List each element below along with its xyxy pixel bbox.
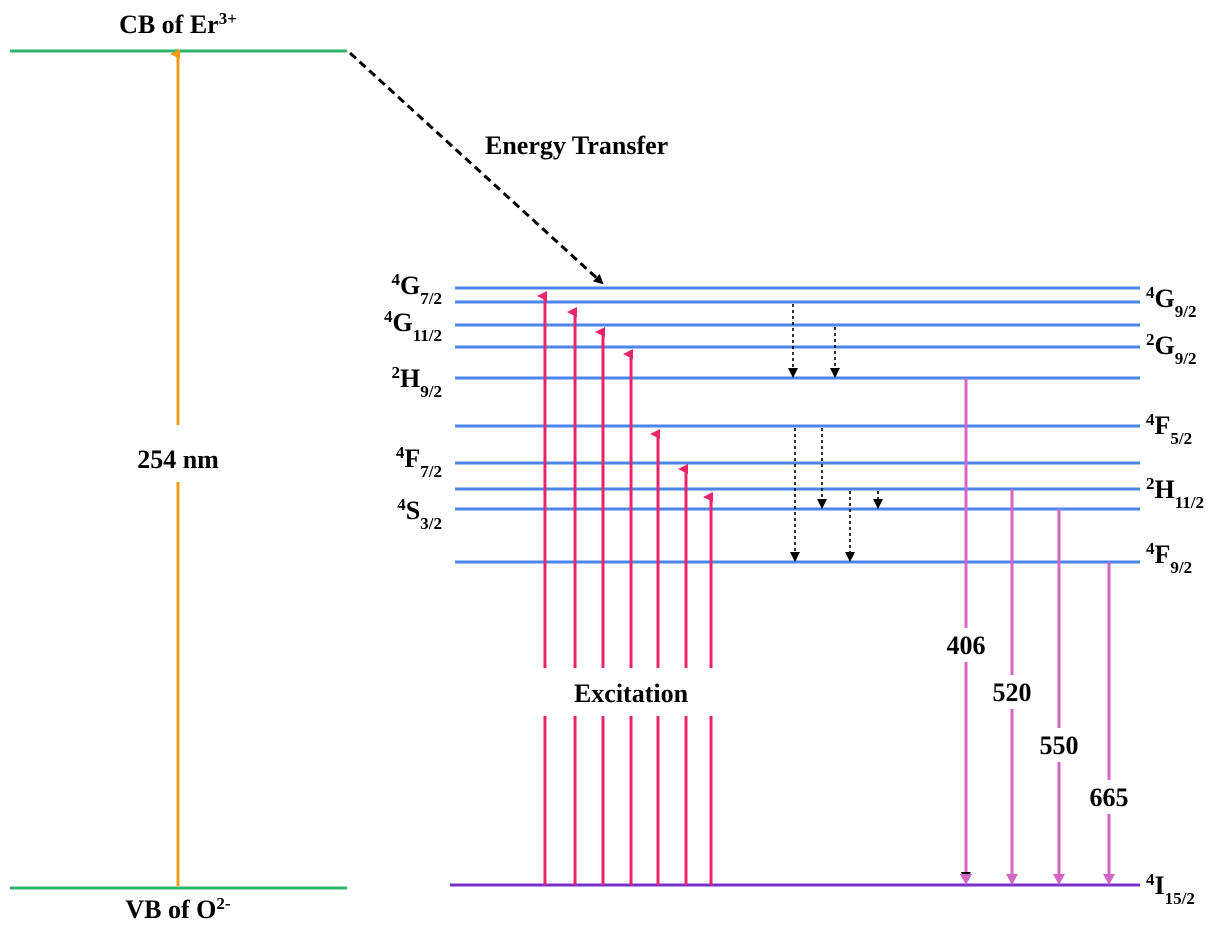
j-value: 9/2	[1170, 558, 1192, 577]
level-label: 2G9/2	[1146, 330, 1196, 368]
level-label: 4G11/2	[384, 307, 442, 345]
levels	[450, 286, 1140, 887]
level-label: 4G7/2	[392, 270, 442, 308]
j-value: 11/2	[413, 326, 442, 345]
term-symbol: H	[1155, 475, 1175, 504]
level-label: 4F7/2	[396, 443, 442, 481]
multiplicity: 4	[1146, 870, 1155, 889]
energy-transfer-arrow	[348, 51, 604, 285]
emission-label: 406	[947, 631, 986, 660]
pump-label: 254 nm	[137, 445, 219, 474]
j-value: 7/2	[420, 289, 442, 308]
emission-label: 550	[1040, 731, 1079, 760]
j-value: 9/2	[1175, 302, 1197, 321]
emission-arrows: 406 520 550 665	[940, 378, 1133, 885]
multiplicity: 4	[396, 443, 405, 462]
j-value: 11/2	[1175, 493, 1204, 512]
level-label: 2H11/2	[1146, 474, 1204, 512]
label-gap	[940, 628, 990, 662]
j-value: 9/2	[1175, 349, 1197, 368]
term-symbol: H	[400, 364, 420, 393]
j-value: 3/2	[420, 514, 442, 533]
excitation-label: Excitation	[574, 679, 689, 708]
term-symbol: G	[392, 308, 412, 337]
multiplicity: 2	[1146, 330, 1155, 349]
excitation-arrow-base	[543, 716, 713, 885]
term-symbol: F	[1155, 540, 1171, 569]
label-gap	[1033, 728, 1083, 762]
j-value: 7/2	[420, 462, 442, 481]
multiplicity: 2	[392, 363, 401, 382]
label-gap	[986, 675, 1036, 709]
term-symbol: G	[400, 271, 420, 300]
term-symbol: S	[406, 496, 420, 525]
label-gap	[1083, 780, 1133, 814]
multiplicity: 4	[1146, 539, 1155, 558]
multiplicity: 4	[392, 270, 401, 289]
level-label: 2H9/2	[392, 363, 442, 401]
excitation-arrows	[537, 291, 713, 885]
multiplicity: 4	[397, 495, 406, 514]
multiplicity: 2	[1146, 474, 1155, 493]
relaxation-arrows	[788, 304, 883, 562]
emission-arrowheads	[960, 874, 1115, 885]
term-symbol: F	[404, 444, 420, 473]
multiplicity: 4	[1146, 283, 1155, 302]
emission-label: 665	[1090, 783, 1129, 812]
j-value: 5/2	[1170, 429, 1192, 448]
term-symbol: G	[1155, 284, 1175, 313]
level-label: 4S3/2	[397, 495, 442, 533]
level-label: 4F5/2	[1146, 410, 1192, 448]
emission-label: 520	[993, 678, 1032, 707]
term-symbol: G	[1155, 331, 1175, 360]
level-label: 4F9/2	[1146, 539, 1192, 577]
term-symbol: I	[1155, 871, 1165, 900]
j-value: 9/2	[420, 382, 442, 401]
vb-label: VB of O2-	[125, 894, 231, 925]
multiplicity: 4	[384, 307, 393, 326]
level-label: 4G9/2	[1146, 283, 1196, 321]
j-value: 15/2	[1165, 889, 1195, 908]
multiplicity: 4	[1146, 410, 1155, 429]
term-symbol: F	[1155, 411, 1171, 440]
cb-label: CB of Er3+	[119, 9, 237, 40]
level-label: 4I15/2	[1146, 870, 1195, 908]
energy-transfer-label: Energy Transfer	[485, 131, 668, 160]
